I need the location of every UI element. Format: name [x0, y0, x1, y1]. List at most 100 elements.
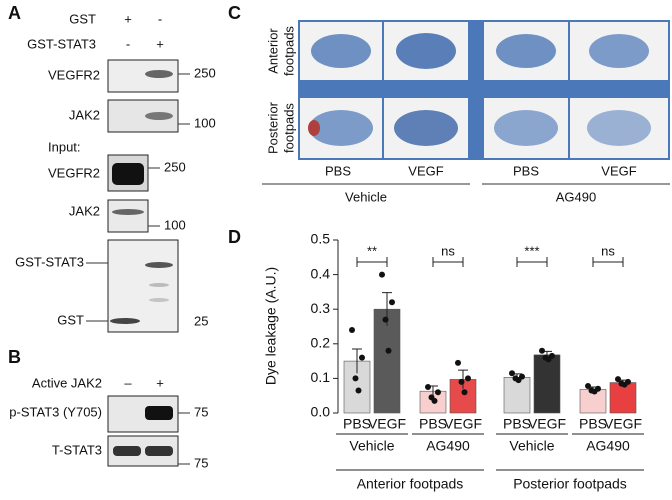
paw — [394, 110, 458, 146]
data-point — [615, 376, 621, 383]
significance-bracket — [356, 257, 388, 267]
row-label: Posterior — [265, 101, 280, 154]
bar — [373, 308, 401, 414]
column-label: VEGF — [408, 163, 443, 178]
condition-sign: - — [126, 36, 130, 51]
data-point — [539, 347, 545, 354]
error-bar — [352, 348, 362, 374]
condition-sign: + — [156, 375, 164, 390]
group-label: Vehicle — [509, 438, 554, 454]
group-label: AG490 — [556, 189, 596, 204]
data-point — [461, 389, 468, 396]
paw — [396, 33, 456, 69]
condition-sign: + — [156, 36, 164, 51]
y-tick-label: 0.5 — [311, 231, 331, 247]
band — [145, 406, 173, 420]
marker-label: 100 — [194, 115, 216, 130]
paw — [496, 34, 556, 68]
paw — [587, 110, 651, 146]
blot-label: VEGFR2 — [48, 67, 100, 82]
x-tick-label: PBS — [579, 416, 607, 432]
row-label: Anterior — [265, 28, 280, 74]
paw — [309, 110, 373, 146]
blot-label: p-STAT3 (Y705) — [9, 404, 102, 419]
data-point — [591, 388, 598, 395]
group-label: AG490 — [426, 438, 470, 454]
band — [110, 318, 140, 324]
data-point — [455, 359, 461, 366]
marker-label: 25 — [194, 313, 208, 328]
y-tick-label: 0.0 — [311, 404, 331, 420]
data-point — [585, 383, 591, 390]
band — [145, 262, 173, 268]
blot-label: GST-STAT3 — [15, 254, 84, 269]
data-point — [431, 397, 438, 404]
significance-label: ns — [601, 243, 615, 258]
y-axis-label: Dye leakage (A.U.) — [263, 267, 279, 385]
supergroup-label: Posterior footpads — [513, 476, 627, 492]
band — [145, 112, 173, 120]
x-tick-label: VEGF — [444, 416, 482, 432]
column-label: PBS — [325, 163, 351, 178]
data-point — [352, 375, 359, 382]
blot-label: T-STAT3 — [52, 442, 102, 457]
marker-label: 100 — [164, 217, 186, 232]
marker-label: 250 — [194, 65, 216, 80]
data-point — [509, 370, 515, 377]
data-point — [379, 271, 385, 278]
row-label: footpads — [281, 103, 296, 153]
x-tick-label: VEGF — [368, 416, 406, 432]
data-point — [465, 375, 471, 382]
column-label: VEGF — [601, 163, 636, 178]
data-point — [355, 387, 362, 394]
data-point — [458, 378, 465, 385]
panel-label: D — [228, 227, 241, 247]
data-point — [435, 389, 441, 396]
blot-label: JAK2 — [69, 107, 100, 122]
panel-label: C — [228, 3, 241, 23]
group-label: Vehicle — [345, 189, 387, 204]
panel-label: B — [8, 347, 21, 367]
significance-label: *** — [524, 243, 539, 258]
column-label: PBS — [513, 163, 539, 178]
paw — [308, 120, 320, 136]
data-point — [349, 326, 355, 333]
y-tick-label: 0.2 — [311, 335, 331, 351]
significance-bracket — [516, 257, 548, 267]
condition-sign: + — [124, 11, 132, 26]
x-tick-label: VEGF — [528, 416, 566, 432]
blot-label: GST — [57, 312, 84, 327]
photo-grid — [300, 22, 668, 158]
significance-bracket — [592, 257, 624, 267]
band — [112, 163, 144, 185]
band — [112, 209, 144, 215]
condition-sign: – — [124, 375, 132, 390]
blot-label: JAK2 — [69, 203, 100, 218]
marker-label: 75 — [194, 455, 208, 470]
data-point — [385, 347, 392, 354]
bar — [449, 379, 477, 414]
condition-name: Active JAK2 — [32, 375, 102, 390]
condition-name: GST — [69, 11, 96, 26]
significance-label: ns — [441, 243, 455, 258]
group-label: AG490 — [586, 438, 630, 454]
data-point — [389, 299, 395, 306]
condition-name: GST-STAT3 — [27, 36, 96, 51]
group-label: Vehicle — [349, 438, 394, 454]
paw — [589, 34, 649, 68]
supergroup-label: Anterior footpads — [357, 476, 464, 492]
panel-label: A — [8, 3, 21, 23]
x-tick-label: PBS — [503, 416, 531, 432]
marker-label: 75 — [194, 404, 208, 419]
data-point — [515, 377, 522, 384]
data-point — [425, 384, 431, 391]
band — [145, 70, 173, 78]
paw — [494, 110, 558, 146]
bar — [533, 354, 561, 414]
data-point — [621, 381, 628, 388]
row-label: footpads — [281, 26, 296, 76]
bar — [609, 382, 637, 414]
blot — [107, 199, 149, 233]
